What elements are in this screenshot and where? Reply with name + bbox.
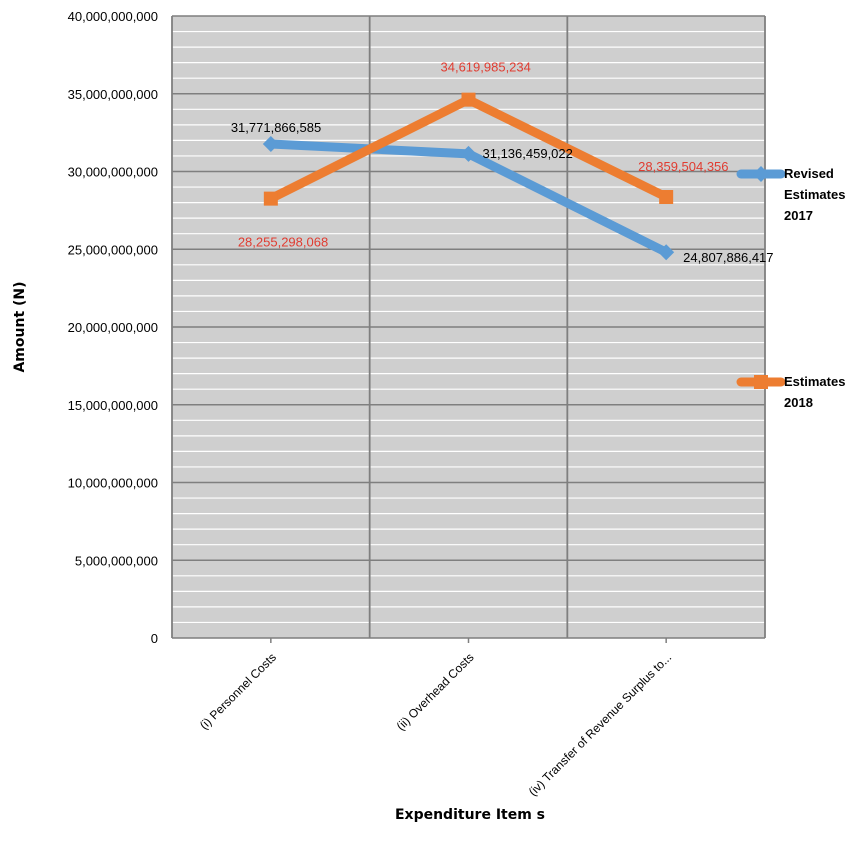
- y-tick-label: 25,000,000,000: [68, 242, 158, 257]
- data-label: 28,359,504,356: [638, 159, 728, 174]
- data-label: 34,619,985,234: [441, 60, 531, 75]
- x-tick-labels: (i) Personnel Costs (ii) Overhead Costs (i…: [197, 650, 674, 799]
- series-2-point: [263, 191, 278, 206]
- series-2-point: [461, 92, 476, 107]
- y-tick-label: 0: [151, 631, 158, 646]
- data-label: 31,136,459,022: [483, 146, 573, 161]
- y-tick-labels: 0 5,000,000,000 10,000,000,000 15,000,000,0…: [68, 9, 158, 646]
- series-2-point: [659, 190, 674, 205]
- legend-label-1: Revised Estimates 2017: [784, 166, 845, 223]
- y-axis-title: Amount (N): [12, 281, 28, 372]
- x-axis-title: Expenditure Item s: [395, 807, 545, 823]
- x-tick-label: (iv) Transfer of Revenue Surplus to...: [526, 650, 675, 799]
- y-tick-label: 30,000,000,000: [68, 165, 158, 180]
- y-tick-label: 5,000,000,000: [75, 553, 158, 568]
- data-label: 31,771,866,585: [231, 120, 321, 135]
- x-tick-label: (i) Personnel Costs: [197, 650, 279, 732]
- series-group: [262, 92, 675, 261]
- y-tick-label: 10,000,000,000: [68, 476, 158, 491]
- series-1-point: [658, 244, 675, 261]
- data-label: 28,255,298,068: [238, 235, 328, 250]
- data-labels: 31,771,866,585 31,136,459,022 24,807,886,4…: [231, 60, 774, 266]
- legend-marker-2: [754, 375, 768, 389]
- y-tick-label: 35,000,000,000: [68, 87, 158, 102]
- gridlines: [171, 15, 766, 643]
- data-label: 24,807,886,417: [683, 250, 773, 265]
- legend: Revised Estimates 2017 Estimates 2018: [736, 166, 845, 410]
- legend-marker-1: [753, 166, 769, 182]
- series-1-point: [262, 135, 279, 152]
- y-tick-label: 20,000,000,000: [68, 320, 158, 335]
- y-tick-label: 15,000,000,000: [68, 398, 158, 413]
- x-tick-label: (ii) Overhead Costs: [394, 650, 477, 733]
- series-1-point: [460, 145, 477, 162]
- y-tick-label: 40,000,000,000: [68, 9, 158, 24]
- legend-label-2: Estimates 2018: [784, 374, 845, 410]
